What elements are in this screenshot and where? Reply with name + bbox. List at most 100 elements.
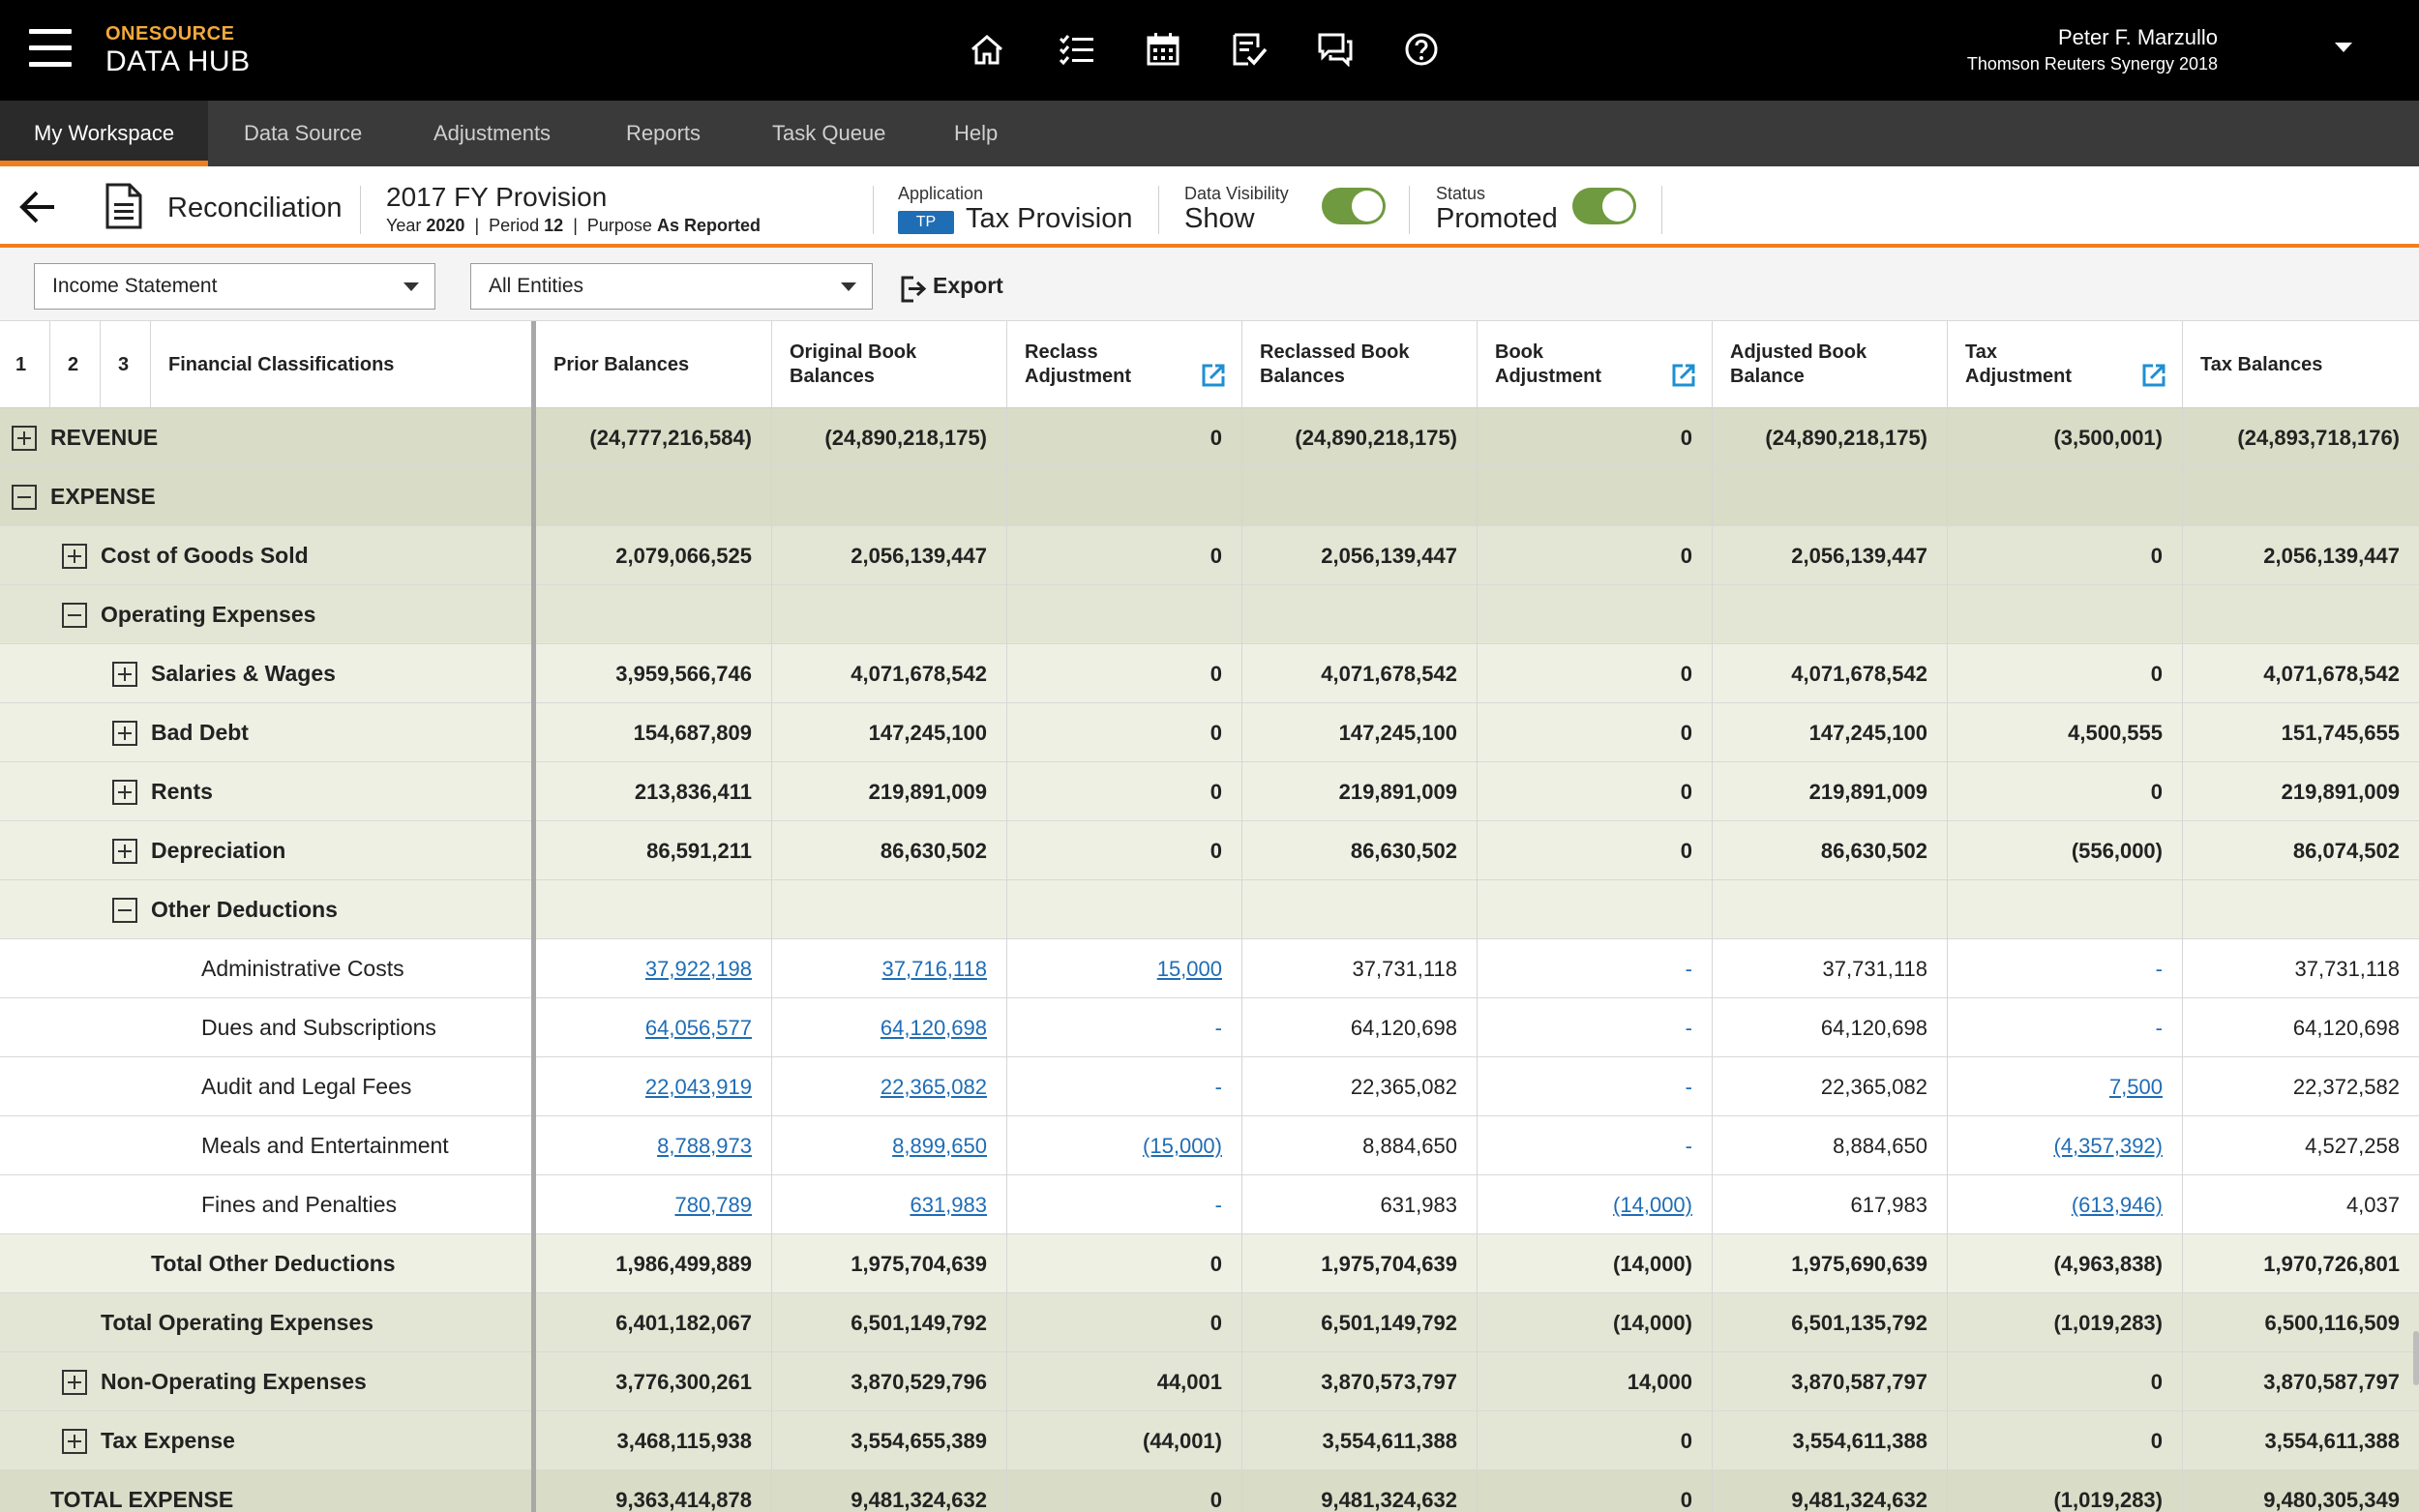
vertical-scrollbar[interactable] (2413, 1331, 2419, 1385)
cell-value[interactable]: 8,788,973 (657, 1134, 752, 1158)
cell-value[interactable]: 37,716,118 (881, 957, 987, 981)
chat-icon[interactable] (1311, 25, 1359, 74)
reclass-adjustment-header: Reclass Adjustment (1007, 321, 1242, 408)
back-arrow-icon[interactable] (17, 188, 58, 231)
expand-plus-icon[interactable] (62, 1370, 87, 1395)
hamburger-menu-icon[interactable] (29, 29, 72, 68)
value-cell: (4,357,392) (1948, 1116, 2183, 1175)
expand-plus-icon[interactable] (112, 839, 137, 864)
table-group-row[interactable]: Depreciation 86,591,211 86,630,502 0 86,630,… (0, 821, 2419, 880)
export-icon[interactable] (900, 275, 927, 309)
tab-my-workspace[interactable]: My Workspace (0, 101, 209, 166)
table-row[interactable]: Dues and Subscriptions 64,056,577 64,120,6… (0, 998, 2419, 1057)
tab-help[interactable]: Help (954, 121, 999, 145)
status-toggle[interactable] (1572, 188, 1636, 224)
level-3-header[interactable]: 3 (101, 321, 151, 408)
cell-value[interactable]: - (2155, 957, 2163, 981)
export-button[interactable]: Export (933, 273, 1003, 298)
cell-value[interactable]: - (1685, 1075, 1692, 1099)
cell-value[interactable]: - (2155, 1016, 2163, 1040)
value-cell (1007, 585, 1242, 644)
value-cell: 0 (1478, 644, 1713, 703)
table-group-row[interactable]: Non-Operating Expenses 3,776,300,261 3,870… (0, 1352, 2419, 1411)
value-cell: 7,500 (1948, 1057, 2183, 1116)
expand-plus-icon[interactable] (112, 721, 137, 746)
expand-plus-icon[interactable] (12, 426, 37, 451)
help-icon[interactable] (1397, 25, 1446, 74)
value-cell: (14,000) (1478, 1293, 1713, 1352)
tab-reports[interactable]: Reports (626, 121, 702, 145)
tab-data-source[interactable]: Data Source (244, 121, 363, 145)
review-icon[interactable] (1225, 25, 1273, 74)
expand-plus-icon[interactable] (112, 662, 137, 687)
visibility-toggle[interactable] (1322, 188, 1386, 224)
cell-value[interactable]: (4,357,392) (2053, 1134, 2163, 1158)
cell-value[interactable]: - (1214, 1075, 1222, 1099)
frozen-column-divider[interactable] (531, 321, 536, 1512)
cell-value: 4,071,678,542 (1791, 662, 1927, 686)
cell-value[interactable]: - (1685, 1134, 1692, 1158)
level-2-header[interactable]: 2 (50, 321, 101, 408)
cell-value[interactable]: 64,056,577 (644, 1016, 752, 1040)
cell-value[interactable]: - (1214, 1016, 1222, 1040)
home-icon[interactable] (963, 25, 1011, 74)
table-group-row[interactable]: Salaries & Wages 3,959,566,746 4,071,678,5… (0, 644, 2419, 703)
table-group-row[interactable]: Rents 213,836,411 219,891,009 0 219,891,009 0… (0, 762, 2419, 821)
table-group-row[interactable]: Tax Expense 3,468,115,938 3,554,655,389 (44… (0, 1411, 2419, 1470)
value-cell: 219,891,009 (1242, 762, 1478, 821)
external-link-icon[interactable] (2141, 363, 2166, 395)
table-group-row[interactable]: Total Operating Expenses 6,401,182,067 6,5… (0, 1293, 2419, 1352)
cell-value[interactable]: (15,000) (1143, 1134, 1222, 1158)
calendar-icon[interactable] (1139, 25, 1187, 74)
cell-value[interactable]: (14,000) (1613, 1193, 1692, 1217)
expand-plus-icon[interactable] (112, 780, 137, 805)
table-group-row[interactable]: EXPENSE (0, 467, 2419, 526)
cell-value: 8,884,650 (1362, 1134, 1457, 1158)
table-group-row[interactable]: TOTAL EXPENSE 9,363,414,878 9,481,324,632 0… (0, 1470, 2419, 1512)
cell-value: 4,071,678,542 (2263, 662, 2400, 686)
cell-value[interactable]: (613,946) (2071, 1193, 2163, 1217)
table-group-row[interactable]: Operating Expenses (0, 585, 2419, 644)
table-group-row[interactable]: Cost of Goods Sold 2,079,066,525 2,056,139… (0, 526, 2419, 585)
table-group-row[interactable]: REVENUE (24,777,216,584) (24,890,218,175) 0… (0, 408, 2419, 467)
statement-select[interactable]: Income Statement (34, 263, 435, 310)
tab-task-queue[interactable]: Task Queue (772, 121, 886, 145)
task-list-icon[interactable] (1053, 25, 1101, 74)
external-link-icon[interactable] (1201, 363, 1226, 395)
cell-value: 4,527,258 (2305, 1134, 2400, 1158)
cell-value[interactable]: 7,500 (2108, 1075, 2163, 1099)
table-row[interactable]: Audit and Legal Fees 22,043,919 22,365,082… (0, 1057, 2419, 1116)
value-cell: 780,789 (536, 1175, 772, 1234)
expand-plus-icon[interactable] (62, 544, 87, 569)
entity-select[interactable]: All Entities (470, 263, 873, 310)
cell-value[interactable]: 22,365,082 (880, 1075, 987, 1099)
cell-value[interactable]: 37,922,198 (644, 957, 752, 981)
cell-value: 4,071,678,542 (851, 662, 987, 686)
cell-value[interactable]: - (1685, 957, 1692, 981)
cell-value[interactable]: - (1685, 1016, 1692, 1040)
user-menu-caret-icon[interactable] (2335, 43, 2352, 52)
row-label: Tax Expense (101, 1428, 235, 1453)
table-row[interactable]: Meals and Entertainment 8,788,973 8,899,65… (0, 1116, 2419, 1175)
table-group-row[interactable]: Total Other Deductions 1,986,499,889 1,975… (0, 1234, 2419, 1293)
table-group-row[interactable]: Bad Debt 154,687,809 147,245,100 0 147,245,1… (0, 703, 2419, 762)
cell-value[interactable]: 64,120,698 (880, 1016, 987, 1040)
cell-value[interactable]: 780,789 (674, 1193, 752, 1217)
level-1-header[interactable]: 1 (0, 321, 50, 408)
user-name[interactable]: Peter F. Marzullo (2057, 25, 2218, 49)
value-cell (536, 880, 772, 939)
cell-value[interactable]: 15,000 (1156, 957, 1222, 981)
table-row[interactable]: Administrative Costs 37,922,198 37,716,118… (0, 939, 2419, 998)
collapse-minus-icon[interactable] (12, 485, 37, 510)
cell-value[interactable]: 22,043,919 (644, 1075, 752, 1099)
cell-value[interactable]: 631,983 (910, 1193, 987, 1217)
table-group-row[interactable]: Other Deductions (0, 880, 2419, 939)
collapse-minus-icon[interactable] (62, 603, 87, 628)
external-link-icon[interactable] (1671, 363, 1696, 395)
tab-adjustments[interactable]: Adjustments (433, 121, 552, 145)
cell-value[interactable]: - (1214, 1193, 1222, 1217)
table-row[interactable]: Fines and Penalties 780,789 631,983 - 631,98… (0, 1175, 2419, 1234)
cell-value[interactable]: 8,899,650 (892, 1134, 987, 1158)
collapse-minus-icon[interactable] (112, 898, 137, 923)
expand-plus-icon[interactable] (62, 1429, 87, 1454)
